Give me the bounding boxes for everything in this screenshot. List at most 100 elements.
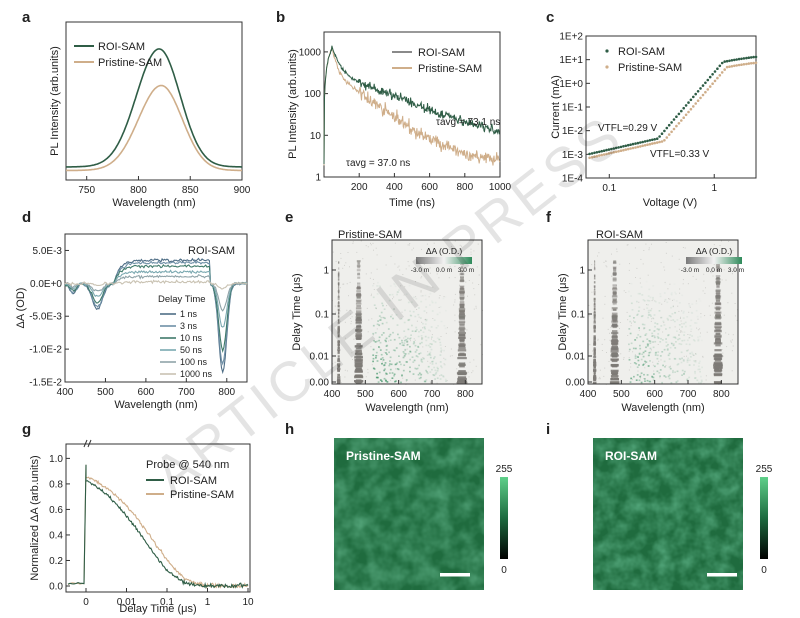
- panel-e-cbar-tick-2: 3.0 m: [458, 267, 474, 274]
- panel-d-legend-0: 1 ns: [180, 309, 198, 319]
- panel-c-xlabel: Voltage (V): [643, 197, 697, 209]
- panel-c-point-pristine: [706, 88, 710, 91]
- panel-c-point-roi: [711, 73, 714, 76]
- panel-i-label: ROI-SAM: [605, 449, 657, 463]
- panel-c-ytick-6: 1E-4: [562, 174, 584, 185]
- panel-c-point-pristine: [745, 62, 748, 66]
- panel-c-point-roi: [677, 112, 681, 116]
- panel-c-point-roi: [663, 129, 666, 133]
- panel-c-point-pristine: [689, 107, 693, 111]
- panel-c-point-roi: [590, 152, 594, 155]
- panel-c-point-pristine: [684, 113, 688, 117]
- panel-c-point-pristine: [708, 85, 712, 88]
- panel-d-title: ROI-SAM: [188, 245, 235, 257]
- panel-c-point-roi: [716, 67, 719, 70]
- panel-c-point-pristine: [641, 144, 644, 148]
- panel-a-xlabel: Wavelength (nm): [112, 197, 195, 209]
- panel-h-cbar-min: 0: [501, 565, 507, 576]
- panel-d-xtick-4: 800: [218, 387, 235, 398]
- panel-c-point-pristine: [634, 146, 637, 149]
- panel-c-point-roi: [747, 56, 751, 59]
- panel-c-point-pristine: [665, 136, 669, 139]
- panel-h-colorbar: [500, 477, 508, 559]
- panel-g-ylabel: Normalized ΔA (arb.units): [29, 455, 41, 580]
- panel-c-point-pristine: [725, 65, 729, 69]
- panel-a-letter: a: [22, 9, 31, 26]
- panel-e-ytick-1: 0.1: [315, 310, 329, 321]
- panel-b-xtick-3: 800: [456, 182, 473, 193]
- panel-c-point-pristine: [754, 61, 758, 65]
- panel-f-ytick-0: 1: [579, 266, 585, 277]
- panel-c-point-roi: [660, 132, 664, 135]
- panel-d-axes: [64, 233, 248, 383]
- panel-d-legend-3: 50 ns: [180, 345, 203, 355]
- panel-c-point-pristine: [600, 153, 603, 157]
- panel-d-ylabel: ΔA (OD): [15, 288, 27, 329]
- panel-b: b 200 400 600 800 1000 1 10 100 1000 ROI-SAM Pri…: [276, 9, 512, 209]
- panel-f-xtick-4: 800: [713, 389, 730, 400]
- panel-a-pristine-line: [66, 84, 242, 172]
- panel-c-point-roi: [595, 151, 599, 154]
- panel-g-ytick-2: 0.4: [49, 530, 63, 541]
- panel-d-legend-1: 3 ns: [180, 321, 198, 331]
- panel-b-annotation-roi: τavg = 73.1 ns: [436, 117, 500, 128]
- panel-i-scale-bar: [707, 573, 737, 577]
- panel-g-xtick-4: 10: [242, 597, 254, 608]
- panel-c-point-roi: [737, 57, 741, 61]
- panel-c-point-pristine: [624, 148, 628, 151]
- panel-e-ytick-0: 1: [323, 266, 329, 277]
- panel-c-point-roi: [607, 148, 611, 151]
- panel-e-cbar-tick-0: -3.0 m: [411, 267, 429, 274]
- panel-e-cbar-tick-1: 0.0 m: [436, 267, 452, 274]
- panel-b-pristine-line: [323, 46, 501, 166]
- panel-g-ytick-3: 0.6: [49, 505, 63, 516]
- panel-c-point-pristine: [692, 105, 695, 108]
- panel-b-ytick-0: 1: [315, 173, 321, 184]
- panel-f-xlabel: Wavelength (nm): [621, 402, 704, 414]
- panel-h-label: Pristine-SAM: [346, 449, 421, 463]
- panel-f-letter: f: [546, 209, 552, 226]
- panel-b-ylabel: PL Intensity (arb.units): [287, 49, 299, 159]
- panel-c-point-pristine: [730, 65, 734, 68]
- panel-c-point-roi: [624, 144, 628, 148]
- panel-c-point-roi: [667, 123, 671, 127]
- panel-c-point-roi: [704, 81, 707, 85]
- panel-c-point-pristine: [612, 151, 616, 154]
- panel-c-point-roi: [754, 55, 758, 59]
- panel-a-xtick-2: 850: [182, 185, 199, 196]
- panel-c-point-roi: [701, 84, 705, 87]
- panel-c-point-pristine: [663, 139, 666, 142]
- panel-c-point-pristine: [742, 63, 746, 66]
- panel-e-xlabel: Wavelength (nm): [365, 402, 448, 414]
- panel-h-cbar-max: 255: [496, 464, 513, 475]
- panel-c-vtfl-roi: VTFL=0.29 V: [598, 123, 658, 134]
- panel-c-point-roi: [646, 139, 649, 143]
- panel-c-point-roi: [694, 92, 697, 96]
- panel-d-ytick-4: -1.5E-2: [29, 378, 62, 389]
- panel-g-axes: [65, 443, 251, 593]
- panel-c-point-pristine: [680, 119, 683, 122]
- panel-g-xtick-0: 0: [83, 597, 89, 608]
- panel-c-point-roi: [639, 141, 642, 144]
- panel-c-point-pristine: [622, 148, 625, 152]
- panel-c-point-pristine: [694, 102, 697, 105]
- panel-d-xtick-2: 600: [138, 387, 155, 398]
- panel-c-point-pristine: [720, 71, 724, 74]
- panel-g-legend-roi: ROI-SAM: [170, 475, 217, 487]
- panel-d-ytick-2: -5.0E-3: [29, 312, 62, 323]
- panel-g-ytick-0: 0.0: [49, 582, 63, 593]
- panel-d-legend-title: Delay Time: [158, 294, 206, 305]
- panel-f-xtick-3: 700: [680, 389, 697, 400]
- panel-c-point-pristine: [711, 82, 714, 85]
- panel-c-point-pristine: [602, 153, 606, 156]
- panel-c-letter: c: [546, 9, 554, 26]
- panel-c-point-roi: [602, 149, 606, 152]
- panel-c-point-pristine: [588, 156, 591, 160]
- panel-f-cbar-tick-1: 0.0 m: [706, 267, 722, 274]
- panel-b-xlabel: Time (ns): [389, 197, 435, 209]
- panel-c-point-pristine: [723, 68, 726, 71]
- panel-d-xlabel: Wavelength (nm): [114, 399, 197, 411]
- panel-c-point-roi: [629, 143, 632, 146]
- panel-c: c 0.1 1 1E+2 1E+1 1E+0 1E-1 1E-2 1E-3 1E-4 ROI-S…: [546, 9, 758, 209]
